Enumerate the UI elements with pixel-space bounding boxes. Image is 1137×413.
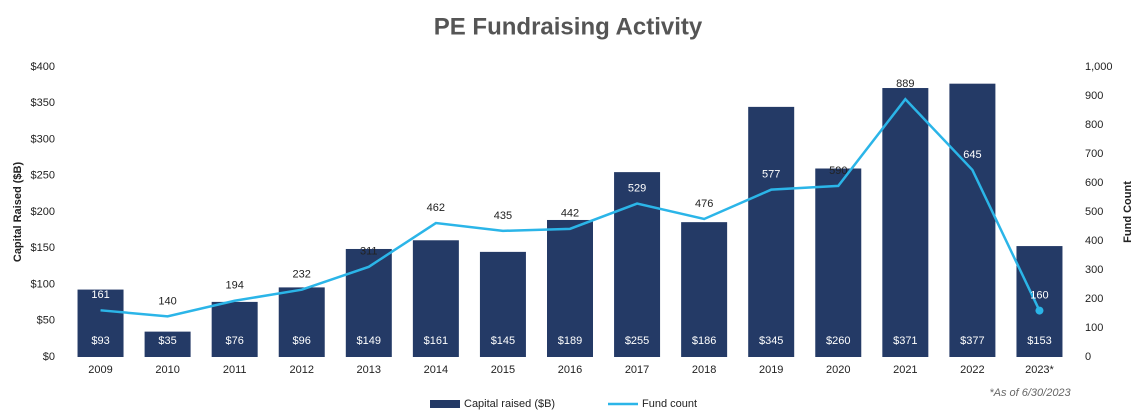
x-tick-label: 2017	[625, 364, 649, 376]
line-value-label: 194	[225, 280, 243, 292]
y2-tick-label: 400	[1085, 235, 1103, 247]
bar-value-label: $186	[692, 335, 716, 347]
line-value-label: 462	[427, 202, 445, 214]
y2-tick-label: 0	[1085, 351, 1091, 363]
bar-value-label: $149	[357, 335, 381, 347]
bar-value-label: $189	[558, 335, 582, 347]
y2-tick-label: 1,000	[1085, 61, 1113, 73]
x-tick-label: 2013	[357, 364, 381, 376]
bar-value-label: $161	[424, 335, 448, 347]
y2-tick-label: 800	[1085, 119, 1103, 131]
chart-title: PE Fundraising Activity	[434, 13, 703, 40]
bar	[479, 251, 526, 357]
bar-value-label: $76	[225, 335, 243, 347]
x-tick-label: 2019	[759, 364, 783, 376]
bar	[1016, 246, 1063, 357]
y-tick-label: $100	[31, 278, 55, 290]
bar	[77, 289, 124, 357]
line-value-label: 645	[963, 149, 981, 161]
x-tick-label: 2018	[692, 364, 716, 376]
line-value-label: 161	[91, 289, 109, 301]
bar	[681, 222, 728, 357]
x-tick-label: 2010	[155, 364, 179, 376]
y2-tick-label: 100	[1085, 322, 1103, 334]
bar-value-label: $377	[960, 335, 984, 347]
bar-value-label: $93	[91, 335, 109, 347]
line-value-label: 140	[158, 295, 176, 307]
line-value-label: 476	[695, 198, 713, 210]
bar	[614, 172, 661, 357]
footnote: *As of 6/30/2023	[989, 387, 1071, 399]
x-tick-label: 2023*	[1025, 364, 1054, 376]
line-value-label: 442	[561, 208, 579, 220]
bar	[278, 287, 325, 357]
y-tick-label: $300	[31, 133, 55, 145]
x-tick-label: 2009	[88, 364, 112, 376]
x-tick-label: 2014	[424, 364, 448, 376]
y2-tick-label: 700	[1085, 148, 1103, 160]
line-value-label: 232	[293, 269, 311, 281]
legend-label: Fund count	[642, 398, 697, 410]
y-tick-label: $200	[31, 206, 55, 218]
bar-value-label: $96	[293, 335, 311, 347]
bar-value-label: $345	[759, 335, 783, 347]
bar-value-label: $153	[1027, 335, 1051, 347]
bar-value-label: $145	[491, 335, 515, 347]
line	[100, 97, 1041, 318]
line-value-label: 435	[494, 210, 512, 222]
y-tick-label: $250	[31, 170, 55, 182]
bar	[815, 168, 862, 357]
x-tick-label: 2021	[893, 364, 917, 376]
y-tick-label: $150	[31, 242, 55, 254]
x-tick-label: 2015	[491, 364, 515, 376]
line-value-label: 529	[628, 182, 646, 194]
y2-tick-label: 200	[1085, 293, 1103, 305]
y-tick-label: $400	[31, 61, 55, 73]
bar	[748, 106, 795, 357]
bar	[547, 219, 593, 357]
bar-value-label: $260	[826, 335, 850, 347]
x-tick-label: 2022	[960, 364, 984, 376]
bar-value-label: $35	[158, 335, 176, 347]
legend-swatch	[430, 400, 460, 408]
line-marker	[1035, 306, 1044, 315]
y-axis-title: Capital Raised ($B)	[12, 162, 24, 263]
bar	[949, 83, 996, 358]
y2-axis-title: Fund Count	[1122, 181, 1134, 243]
y-tick-label: $0	[43, 351, 55, 363]
bar	[412, 240, 459, 357]
y2-tick-label: 500	[1085, 206, 1103, 218]
line-value-label: 160	[1030, 290, 1048, 302]
y2-tick-label: 300	[1085, 264, 1103, 276]
line-value-label: 311	[360, 246, 378, 258]
x-tick-label: 2012	[289, 364, 313, 376]
x-tick-label: 2020	[826, 364, 850, 376]
y2-tick-label: 900	[1085, 90, 1103, 102]
line-value-label: 889	[896, 78, 914, 90]
y-tick-label: $350	[31, 97, 55, 109]
legend-label: Capital raised ($B)	[464, 398, 555, 410]
x-tick-label: 2016	[558, 364, 582, 376]
y-tick-label: $50	[37, 315, 55, 327]
bar	[211, 301, 258, 357]
y2-tick-label: 600	[1085, 177, 1103, 189]
bar	[882, 88, 929, 358]
x-tick-label: 2011	[223, 364, 247, 376]
bar	[144, 331, 191, 357]
bar-value-label: $255	[625, 335, 649, 347]
bar-value-label: $371	[893, 335, 917, 347]
line-value-label: 577	[762, 169, 780, 181]
line-value-label: 590	[829, 165, 847, 177]
